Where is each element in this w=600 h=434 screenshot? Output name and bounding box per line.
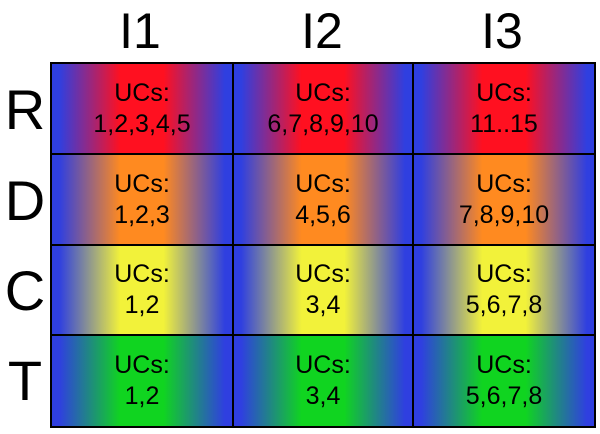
column-header-i2: I2: [301, 3, 343, 59]
matrix-cell-t-i2: UCs: 3,4: [234, 336, 414, 426]
cell-value: 3,4: [305, 291, 341, 319]
matrix-cell-t-i3: UCs: 5,6,7,8: [414, 336, 594, 426]
cell-value: 5,6,7,8: [465, 382, 543, 410]
cell-title: UCs:: [476, 78, 532, 107]
matrix-cell-d-i1: UCs: 1,2,3: [52, 155, 234, 246]
uc-matrix-grid: UCs: 1,2,3,4,5 UCs: 6,7,8,9,10 UCs: 11..…: [50, 62, 596, 428]
cell-title: UCs:: [295, 260, 351, 288]
cell-value: 5,6,7,8: [465, 291, 543, 319]
row-header-c: C: [4, 259, 46, 322]
matrix-cell-c-i1: UCs: 1,2: [52, 246, 234, 336]
column-header-i1: I1: [119, 3, 161, 59]
matrix-cell-r-i1: UCs: 1,2,3,4,5: [52, 64, 234, 155]
column-header-i3: I3: [481, 3, 523, 59]
row-header-r: R: [4, 78, 46, 141]
cell-title: UCs:: [476, 351, 532, 379]
matrix-cell-r-i3: UCs: 11..15: [414, 64, 594, 155]
cell-value: 1,2: [124, 382, 160, 410]
matrix-cell-r-i2: UCs: 6,7,8,9,10: [234, 64, 414, 155]
cell-title: UCs:: [114, 260, 170, 288]
matrix-cell-c-i3: UCs: 5,6,7,8: [414, 246, 594, 336]
cell-title: UCs:: [476, 169, 532, 198]
row-header-d: D: [4, 169, 46, 232]
cell-value: 6,7,8,9,10: [267, 109, 379, 138]
cell-title: UCs:: [114, 351, 170, 379]
matrix-cell-d-i2: UCs: 4,5,6: [234, 155, 414, 246]
cell-title: UCs:: [114, 78, 170, 107]
cell-value: 3,4: [305, 382, 341, 410]
cell-title: UCs:: [114, 169, 170, 198]
matrix-cell-d-i3: UCs: 7,8,9,10: [414, 155, 594, 246]
cell-title: UCs:: [295, 169, 351, 198]
cell-value: 1,2,3: [114, 200, 170, 229]
cell-title: UCs:: [476, 260, 532, 288]
matrix-cell-t-i1: UCs: 1,2: [52, 336, 234, 426]
cell-value: 1,2: [124, 291, 160, 319]
cell-title: UCs:: [295, 78, 351, 107]
cell-value: 1,2,3,4,5: [93, 109, 191, 138]
row-header-t: T: [7, 349, 43, 412]
cell-value: 11..15: [470, 109, 538, 138]
cell-value: 4,5,6: [295, 200, 351, 229]
cell-title: UCs:: [295, 351, 351, 379]
cell-value: 7,8,9,10: [458, 200, 550, 229]
matrix-cell-c-i2: UCs: 3,4: [234, 246, 414, 336]
